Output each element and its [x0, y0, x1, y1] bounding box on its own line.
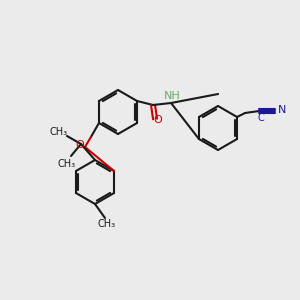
Text: O: O [154, 115, 162, 125]
Text: C: C [258, 113, 264, 123]
Text: N: N [278, 105, 286, 115]
Text: O: O [76, 140, 84, 150]
Text: NH: NH [164, 91, 180, 101]
Text: CH₃: CH₃ [98, 219, 116, 229]
Text: CH₃: CH₃ [50, 127, 68, 137]
Text: CH₃: CH₃ [58, 159, 76, 169]
